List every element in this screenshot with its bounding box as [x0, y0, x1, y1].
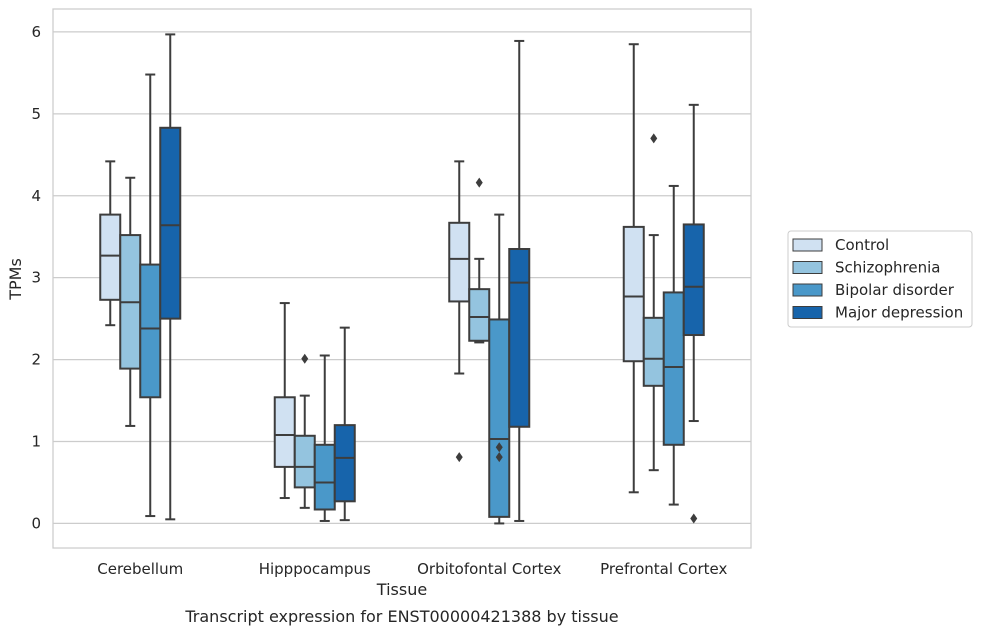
legend-items: Control Schizophrenia Bipolar disorder Majo…: [792, 236, 963, 322]
legend-swatch: [792, 261, 823, 274]
legend-swatch: [792, 306, 823, 319]
box-control: [622, 43, 645, 494]
iqr-box: [682, 223, 705, 337]
x-axis-title: Tissue: [376, 580, 427, 599]
box-major-depression: [508, 39, 531, 522]
box-bipolar-disorder: [313, 354, 336, 522]
iqr-box: [333, 424, 356, 503]
y-axis-ticks: 0 1 2 3 4 5 6: [31, 23, 41, 532]
y-tick-label: 1: [31, 433, 41, 451]
y-tick-label: 0: [31, 514, 41, 532]
iqr-box: [468, 288, 491, 342]
legend-swatch: [792, 283, 823, 297]
legend-frame: [787, 230, 973, 328]
box-major-depression: [159, 33, 182, 521]
legend-label: Major depression: [835, 304, 963, 322]
box-schizophrenia: [468, 177, 491, 344]
iqr-box: [642, 316, 665, 387]
legend: Control Schizophrenia Bipolar disorder Majo…: [787, 230, 973, 328]
x-tick-label: Prefrontal Cortex: [600, 560, 727, 578]
legend-label: Control: [835, 236, 889, 254]
iqr-box: [488, 318, 511, 518]
iqr-box: [273, 396, 296, 468]
outlier-point: [301, 353, 309, 364]
chart-caption: Transcript expression for ENST0000042138…: [184, 607, 618, 626]
iqr-box: [293, 434, 316, 489]
y-tick-label: 2: [31, 351, 41, 369]
box-bipolar-disorder: [488, 213, 511, 525]
box-schizophrenia: [119, 176, 142, 427]
box-schizophrenia: [293, 353, 316, 509]
y-tick-label: 4: [31, 187, 41, 205]
outlier-point: [650, 133, 658, 144]
plot-area-frame: [52, 8, 752, 549]
y-axis-title: TPMs: [6, 258, 25, 301]
y-tick-label: 5: [31, 105, 41, 123]
y-tick-label: 6: [31, 23, 41, 41]
legend-swatch: [792, 238, 823, 252]
box-control: [448, 160, 471, 463]
outlier-point: [690, 513, 698, 524]
x-tick-label: Cerebellum: [97, 560, 183, 578]
iqr-box: [99, 213, 122, 301]
box-control: [99, 160, 122, 327]
outlier-point: [475, 177, 483, 188]
x-tick-label: Hipppocampus: [259, 560, 371, 578]
boxes: [99, 33, 705, 525]
box-bipolar-disorder: [139, 73, 162, 518]
iqr-box: [313, 443, 336, 511]
iqr-box: [622, 225, 645, 363]
box-major-depression: [682, 103, 705, 524]
legend-label: Schizophrenia: [835, 259, 940, 277]
iqr-box: [159, 126, 182, 320]
iqr-box: [508, 248, 531, 428]
outlier-point: [495, 452, 503, 463]
box-schizophrenia: [642, 133, 665, 472]
y-tick-label: 3: [31, 269, 41, 287]
x-axis-ticks: Cerebellum Hipppocampus Orbitofontal Corte…: [97, 560, 727, 578]
outlier-point: [455, 452, 463, 463]
x-tick-label: Orbitofontal Cortex: [417, 560, 561, 578]
legend-label: Bipolar disorder: [835, 281, 955, 299]
outlier-point: [495, 442, 503, 453]
iqr-box: [448, 221, 471, 303]
box-control: [273, 302, 296, 500]
box-major-depression: [333, 326, 356, 522]
box-bipolar-disorder: [662, 184, 685, 506]
iqr-box: [662, 291, 685, 446]
iqr-box: [139, 263, 162, 399]
